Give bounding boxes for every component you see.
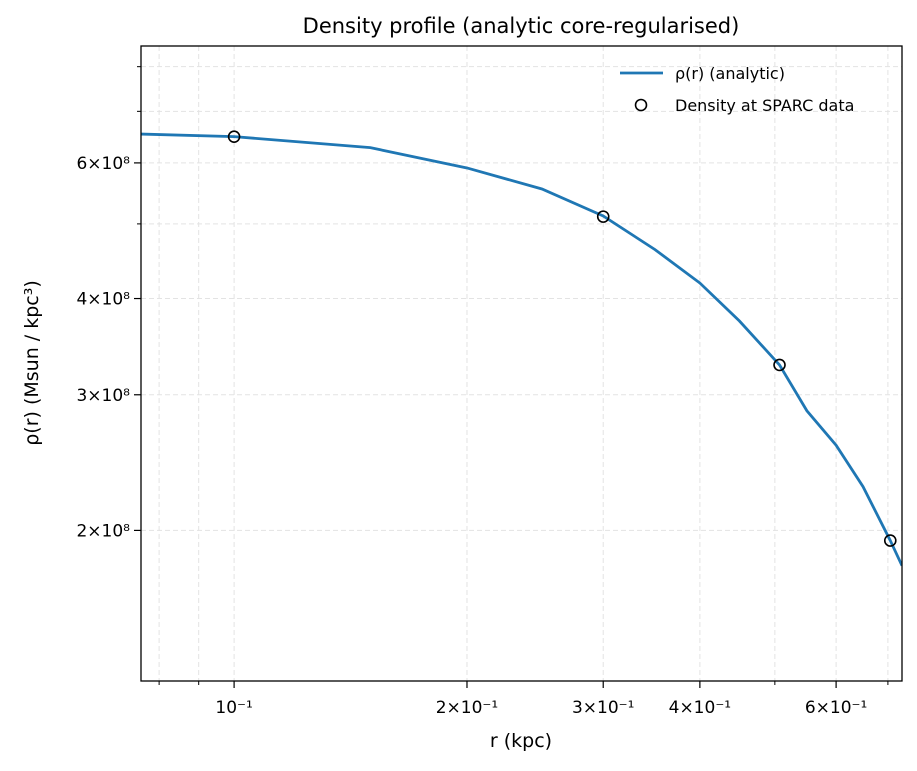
data-point [883, 534, 897, 547]
data-point [227, 130, 241, 143]
x-tick-label: 10⁻¹ [215, 698, 252, 718]
y-tick-label: 4×10⁸ [76, 290, 130, 310]
grid [141, 46, 902, 681]
x-tick-label: 4×10⁻¹ [669, 698, 731, 718]
y-tick-label: 6×10⁸ [76, 154, 130, 174]
x-axis-label: r (kpc) [490, 730, 552, 752]
x-tick-label: 6×10⁻¹ [805, 698, 867, 718]
y-tick-label: 3×10⁸ [76, 386, 130, 406]
x-tick-label: 2×10⁻¹ [436, 698, 498, 718]
axes: 10⁻¹ 2×10⁻¹ 3×10⁻¹ 4×10⁻¹ 6×10⁻¹ 2×10⁸ 3×10⁸ 4×… [76, 66, 889, 718]
y-axis-label: ρ(r) (Msun / kpc³) [21, 280, 43, 446]
axes-frame [140, 45, 903, 682]
data-point [596, 210, 610, 223]
data-line [141, 132, 902, 567]
data-point [773, 358, 786, 372]
plot-area [141, 130, 902, 567]
x-tick-label: 3×10⁻¹ [572, 698, 634, 718]
legend-marker [634, 98, 648, 112]
legend: ρ(r) (analytic) Density at SPARC data [620, 64, 854, 115]
legend-label: ρ(r) (analytic) [675, 64, 785, 83]
legend-label: Density at SPARC data [675, 96, 854, 115]
y-tick-label: 2×10⁸ [76, 521, 130, 541]
chart-title: Density profile (analytic core-regularis… [303, 14, 740, 38]
